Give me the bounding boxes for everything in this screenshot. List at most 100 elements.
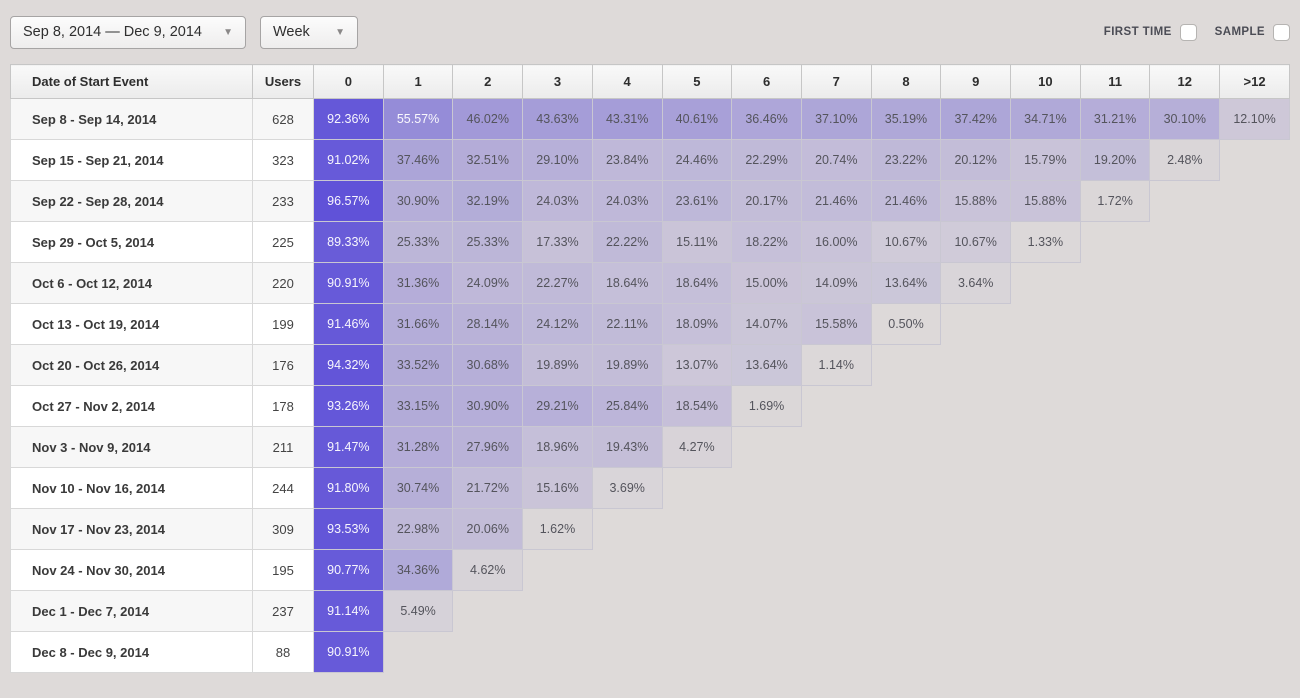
retention-cell[interactable]: 32.51% — [452, 139, 524, 181]
retention-cell[interactable]: 35.19% — [870, 98, 942, 140]
retention-cell[interactable]: 90.77% — [313, 549, 384, 591]
retention-cell[interactable]: 93.53% — [313, 508, 384, 550]
retention-cell[interactable]: 24.03% — [591, 180, 663, 222]
retention-cell[interactable]: 33.52% — [382, 344, 454, 386]
retention-cell[interactable]: 25.33% — [382, 221, 454, 263]
retention-cell[interactable]: 90.91% — [313, 631, 384, 673]
retention-cell[interactable]: 24.12% — [522, 303, 593, 345]
retention-cell[interactable]: 29.10% — [522, 139, 593, 181]
retention-cell[interactable]: 12.10% — [1219, 98, 1290, 140]
retention-cell[interactable]: 25.33% — [452, 221, 524, 263]
retention-cell[interactable]: 1.69% — [731, 385, 802, 427]
retention-cell[interactable]: 1.14% — [800, 344, 872, 386]
retention-cell[interactable]: 43.31% — [591, 98, 663, 140]
retention-cell[interactable]: 30.68% — [452, 344, 524, 386]
retention-cell[interactable]: 37.10% — [800, 98, 872, 140]
retention-cell[interactable]: 32.19% — [452, 180, 524, 222]
retention-cell[interactable]: 22.27% — [522, 262, 593, 304]
retention-cell[interactable]: 89.33% — [313, 221, 384, 263]
retention-cell[interactable]: 93.26% — [313, 385, 384, 427]
retention-cell[interactable]: 15.88% — [940, 180, 1012, 222]
retention-cell[interactable]: 23.61% — [661, 180, 733, 222]
retention-cell[interactable]: 21.46% — [870, 180, 942, 222]
retention-cell[interactable]: 1.72% — [1079, 180, 1151, 222]
retention-cell[interactable]: 15.16% — [522, 467, 593, 509]
retention-cell[interactable]: 18.96% — [522, 426, 593, 468]
retention-cell[interactable]: 4.27% — [661, 426, 733, 468]
retention-cell[interactable]: 94.32% — [313, 344, 384, 386]
retention-cell[interactable]: 1.33% — [1010, 221, 1081, 263]
retention-cell[interactable]: 29.21% — [522, 385, 593, 427]
retention-cell[interactable]: 21.72% — [452, 467, 524, 509]
retention-cell[interactable]: 25.84% — [591, 385, 663, 427]
retention-cell[interactable]: 31.66% — [382, 303, 454, 345]
retention-cell[interactable]: 18.22% — [731, 221, 802, 263]
retention-cell[interactable]: 55.57% — [382, 98, 454, 140]
retention-cell[interactable]: 10.67% — [870, 221, 942, 263]
retention-cell[interactable]: 31.36% — [382, 262, 454, 304]
retention-cell[interactable]: 23.22% — [870, 139, 942, 181]
retention-cell[interactable]: 30.90% — [452, 385, 524, 427]
first-time-checkbox[interactable] — [1179, 23, 1197, 41]
retention-cell[interactable]: 18.54% — [661, 385, 733, 427]
retention-cell[interactable]: 91.02% — [313, 139, 384, 181]
retention-cell[interactable]: 43.63% — [522, 98, 593, 140]
retention-cell[interactable]: 31.28% — [382, 426, 454, 468]
retention-cell[interactable]: 15.11% — [661, 221, 733, 263]
retention-cell[interactable]: 19.43% — [591, 426, 663, 468]
retention-cell[interactable]: 91.80% — [313, 467, 384, 509]
sample-checkbox[interactable] — [1273, 23, 1290, 41]
retention-cell[interactable]: 20.74% — [800, 139, 872, 181]
retention-cell[interactable]: 24.03% — [522, 180, 593, 222]
retention-cell[interactable]: 90.91% — [313, 262, 384, 304]
retention-cell[interactable]: 33.15% — [382, 385, 454, 427]
retention-cell[interactable]: 3.69% — [591, 467, 663, 509]
retention-cell[interactable]: 22.29% — [731, 139, 802, 181]
retention-cell[interactable]: 18.64% — [661, 262, 733, 304]
retention-cell[interactable]: 19.89% — [591, 344, 663, 386]
retention-cell[interactable]: 18.09% — [661, 303, 733, 345]
retention-cell[interactable]: 30.10% — [1149, 98, 1221, 140]
retention-cell[interactable]: 34.71% — [1010, 98, 1081, 140]
retention-cell[interactable]: 30.74% — [382, 467, 454, 509]
retention-cell[interactable]: 96.57% — [313, 180, 384, 222]
retention-cell[interactable]: 30.90% — [382, 180, 454, 222]
retention-cell[interactable]: 20.12% — [940, 139, 1012, 181]
retention-cell[interactable]: 13.64% — [731, 344, 802, 386]
retention-cell[interactable]: 13.64% — [870, 262, 942, 304]
retention-cell[interactable]: 15.88% — [1010, 180, 1081, 222]
retention-cell[interactable]: 3.64% — [940, 262, 1012, 304]
retention-cell[interactable]: 46.02% — [452, 98, 524, 140]
retention-cell[interactable]: 4.62% — [452, 549, 524, 591]
retention-cell[interactable]: 15.00% — [731, 262, 802, 304]
retention-cell[interactable]: 14.07% — [731, 303, 802, 345]
retention-cell[interactable]: 10.67% — [940, 221, 1012, 263]
retention-cell[interactable]: 22.98% — [382, 508, 454, 550]
retention-cell[interactable]: 31.21% — [1079, 98, 1151, 140]
retention-cell[interactable]: 23.84% — [591, 139, 663, 181]
retention-cell[interactable]: 91.47% — [313, 426, 384, 468]
retention-cell[interactable]: 13.07% — [661, 344, 733, 386]
retention-cell[interactable]: 2.48% — [1149, 139, 1221, 181]
retention-cell[interactable]: 1.62% — [522, 508, 593, 550]
retention-cell[interactable]: 20.17% — [731, 180, 802, 222]
retention-cell[interactable]: 36.46% — [731, 98, 802, 140]
retention-cell[interactable]: 17.33% — [522, 221, 593, 263]
retention-cell[interactable]: 24.46% — [661, 139, 733, 181]
retention-cell[interactable]: 19.89% — [522, 344, 593, 386]
retention-cell[interactable]: 40.61% — [661, 98, 733, 140]
retention-cell[interactable]: 18.64% — [591, 262, 663, 304]
retention-cell[interactable]: 14.09% — [800, 262, 872, 304]
retention-cell[interactable]: 92.36% — [313, 98, 384, 140]
retention-cell[interactable]: 27.96% — [452, 426, 524, 468]
retention-cell[interactable]: 91.14% — [313, 590, 384, 632]
retention-cell[interactable]: 22.22% — [591, 221, 663, 263]
granularity-dropdown[interactable]: Week ▼ — [260, 15, 358, 49]
retention-cell[interactable]: 22.11% — [591, 303, 663, 345]
retention-cell[interactable]: 91.46% — [313, 303, 384, 345]
retention-cell[interactable]: 37.46% — [382, 139, 454, 181]
retention-cell[interactable]: 19.20% — [1079, 139, 1151, 181]
retention-cell[interactable]: 21.46% — [800, 180, 872, 222]
retention-cell[interactable]: 0.50% — [870, 303, 942, 345]
retention-cell[interactable]: 37.42% — [940, 98, 1012, 140]
